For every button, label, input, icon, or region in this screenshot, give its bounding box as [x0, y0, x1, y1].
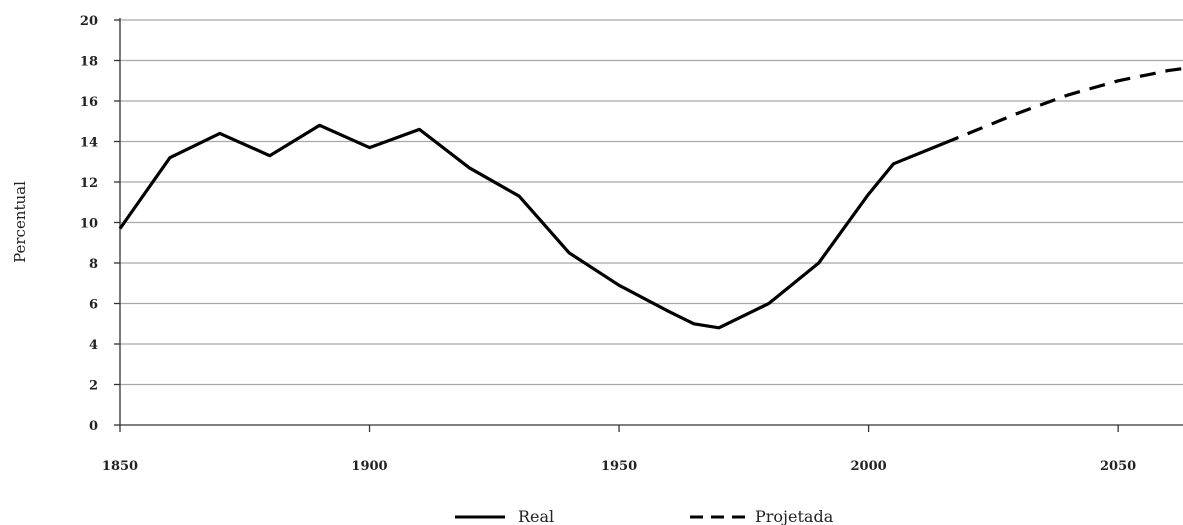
y-tick-label: 20 — [80, 14, 98, 29]
y-tick-label: 6 — [89, 298, 98, 313]
y-tick-label: 8 — [89, 257, 98, 272]
y-axis-label: Percentual — [11, 181, 29, 263]
y-tick-label: 4 — [89, 338, 98, 353]
x-tick-label: 2050 — [1100, 459, 1136, 474]
y-tick-label: 14 — [80, 136, 98, 151]
series-line-projetada — [942, 67, 1183, 145]
series-line-real — [118, 123, 945, 330]
y-tick-label: 18 — [80, 55, 98, 70]
legend-projetada-label: Projetada — [755, 507, 834, 525]
x-tick-label: 2000 — [850, 459, 886, 474]
y-tick-label: 16 — [80, 95, 98, 110]
x-tick-label: 1850 — [102, 459, 138, 474]
grid-lines — [120, 19, 1183, 386]
series-lines — [118, 67, 1183, 330]
x-tick-label: 1950 — [601, 459, 637, 474]
legend: Real Projetada — [455, 507, 834, 525]
y-tick-label: 12 — [80, 176, 98, 191]
x-tick-label: 1900 — [351, 459, 387, 474]
y-tick-label: 2 — [89, 379, 98, 394]
y-tick-label: 0 — [89, 419, 98, 434]
y-tick-label: 10 — [80, 217, 98, 232]
legend-real-label: Real — [518, 507, 554, 525]
axes: 0 2 4 6 8 10 12 14 16 18 20 1850 1900 1950 2000 2050 — [80, 14, 1183, 474]
